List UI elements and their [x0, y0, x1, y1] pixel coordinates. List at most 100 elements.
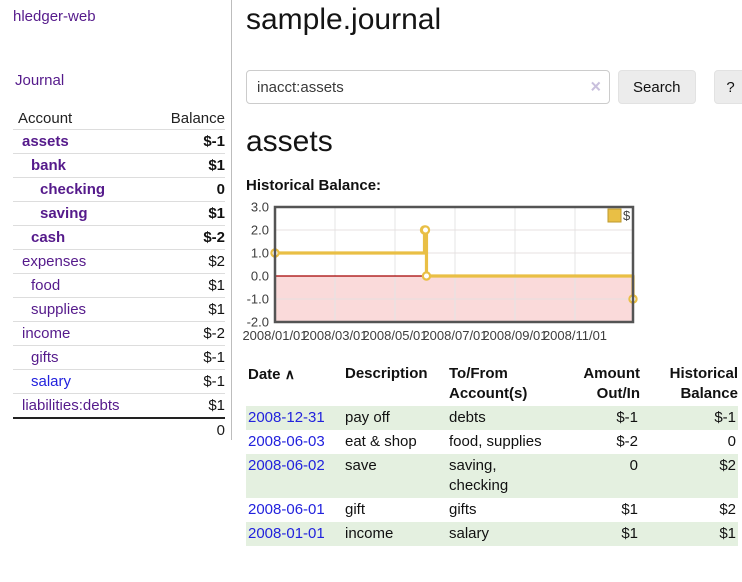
register-cell-amount: 0	[629, 457, 638, 474]
clear-search-icon[interactable]: ×	[590, 76, 601, 97]
account-link-supplies[interactable]: supplies	[31, 301, 87, 318]
svg-text:-1.0: -1.0	[247, 292, 269, 307]
register-row: 2008-06-03 eat & shop food, supplies $-2 0	[246, 430, 738, 454]
register-row: 2008-06-02 save saving, checking 0 $2	[246, 454, 738, 498]
transaction-date-link[interactable]: 2008-01-01	[248, 525, 325, 542]
svg-text:2008/03/01: 2008/03/01	[302, 328, 367, 343]
register-cell-balance: 0	[727, 433, 736, 450]
register-cell-amount: $-2	[616, 433, 638, 450]
accounts-total-balance: 0	[216, 422, 225, 439]
register-cell-description: pay off	[345, 409, 390, 426]
account-link-gifts[interactable]: gifts	[31, 349, 59, 366]
sidebar: hledger-web Journal Account Balance asse…	[0, 0, 232, 440]
accounts-header-row: Account Balance	[13, 108, 225, 130]
help-button[interactable]: ?	[713, 70, 742, 104]
register-cell-accounts: salary	[449, 525, 490, 542]
account-row: salary $-1	[13, 369, 225, 394]
register-cell-accounts: saving, checking	[449, 457, 509, 494]
account-row: bank $1	[13, 153, 225, 178]
svg-text:2008/09/01: 2008/09/01	[482, 328, 547, 343]
register-cell-date: 2008-12-31	[246, 406, 343, 430]
accounts-header-balance: Balance	[170, 110, 225, 127]
register-cell-description: save	[345, 457, 377, 474]
register-cell-amount: $-1	[616, 409, 638, 426]
account-balance: $1	[208, 157, 225, 174]
register-table: Date ∧ Description To/From Account(s) Am…	[246, 362, 738, 546]
register-cell-description: gift	[345, 501, 366, 518]
balance-chart-svg: $3.0 2.0 1.0 0.0 -1.0 -2.02008/01/012008/03/0…	[242, 200, 638, 343]
register-header-date[interactable]: Date ∧	[246, 362, 343, 406]
account-row: assets $-1	[13, 129, 225, 154]
register-cell-accounts: gifts	[449, 501, 477, 518]
svg-text:2008/11/01: 2008/11/01	[543, 328, 607, 343]
account-link-salary[interactable]: salary	[31, 373, 72, 390]
account-balance: $1	[208, 397, 225, 414]
account-balance: $1	[208, 205, 225, 222]
account-balance: $-2	[203, 229, 225, 246]
register-cell-balance: $2	[719, 501, 736, 518]
account-row: food $1	[13, 273, 225, 298]
register-cell-accounts: food, supplies	[449, 433, 542, 450]
register-cell-amount: $1	[621, 525, 638, 542]
register-cell-date: 2008-06-02	[246, 454, 343, 498]
accounts-total-spacer	[13, 418, 154, 442]
account-link-checking[interactable]: checking	[40, 181, 106, 198]
accounts-total-row: 0	[13, 418, 225, 442]
svg-text:2008/01/01: 2008/01/01	[242, 328, 307, 343]
register-cell-amount: $1	[621, 501, 638, 518]
account-row: liabilities:debts $1	[13, 393, 225, 419]
register-cell-description: eat & shop	[345, 433, 417, 450]
register-header-row: Date ∧ Description To/From Account(s) Am…	[246, 362, 738, 406]
search-button[interactable]: Search	[618, 70, 696, 104]
account-link-food[interactable]: food	[31, 277, 61, 294]
register-header-description: Description	[345, 365, 428, 382]
account-row: income $-2	[13, 321, 225, 346]
svg-text:0.0: 0.0	[251, 269, 269, 284]
account-row: gifts $-1	[13, 345, 225, 370]
account-link-liabilities-debts[interactable]: liabilities:debts	[22, 397, 120, 414]
page-title: sample.journal	[246, 3, 442, 36]
register-header-amount: Amount Out/In	[583, 365, 640, 402]
svg-text:2.0: 2.0	[251, 223, 269, 238]
account-link-bank[interactable]: bank	[31, 157, 67, 174]
register-row: 2008-12-31 pay off debts $-1 $-1	[246, 406, 738, 430]
account-balance: $-1	[203, 349, 225, 366]
transaction-date-link[interactable]: 2008-06-02	[248, 457, 325, 474]
search-input-wrapper: ×	[246, 70, 610, 104]
account-link-saving[interactable]: saving	[40, 205, 88, 222]
svg-text:2008/07/01: 2008/07/01	[422, 328, 487, 343]
transaction-date-link[interactable]: 2008-12-31	[248, 409, 325, 426]
account-balance: $-2	[203, 325, 225, 342]
account-balance: $-1	[203, 133, 225, 150]
sidebar-item-journal[interactable]: Journal	[15, 72, 65, 89]
register-cell-date: 2008-06-03	[246, 430, 343, 454]
account-balance: $-1	[203, 373, 225, 390]
register-cell-description: income	[345, 525, 394, 542]
register-header-accounts: To/From Account(s)	[449, 365, 528, 402]
brand-link[interactable]: hledger-web	[13, 8, 96, 25]
svg-text:$: $	[623, 208, 631, 223]
svg-text:2008/05/01: 2008/05/01	[362, 328, 427, 343]
main-content: sample.journal × Search ? assets Histori…	[242, 0, 742, 582]
account-link-expenses[interactable]: expenses	[22, 253, 87, 270]
register-cell-date: 2008-01-01	[246, 522, 343, 546]
register-cell-balance: $-1	[714, 409, 736, 426]
transaction-date-link[interactable]: 2008-06-03	[248, 433, 325, 450]
search-input[interactable]	[246, 70, 610, 104]
account-row: saving $1	[13, 201, 225, 226]
search-form: × Search ?	[246, 70, 742, 104]
account-link-income[interactable]: income	[22, 325, 71, 342]
sort-asc-icon: ∧	[284, 366, 295, 382]
chart-title: Historical Balance:	[246, 177, 382, 194]
account-link-assets[interactable]: assets	[22, 133, 69, 150]
account-row: cash $-2	[13, 225, 225, 250]
accounts-header-account: Account	[18, 110, 73, 127]
account-link-cash[interactable]: cash	[31, 229, 66, 246]
accounts-table: Account Balance assets $-1 bank $1 checking 0…	[13, 108, 225, 442]
transaction-date-link[interactable]: 2008-06-01	[248, 501, 325, 518]
register-row: 2008-01-01 income salary $1 $1	[246, 522, 738, 546]
account-balance: 0	[216, 181, 225, 198]
svg-text:3.0: 3.0	[251, 200, 269, 215]
account-row: supplies $1	[13, 297, 225, 322]
